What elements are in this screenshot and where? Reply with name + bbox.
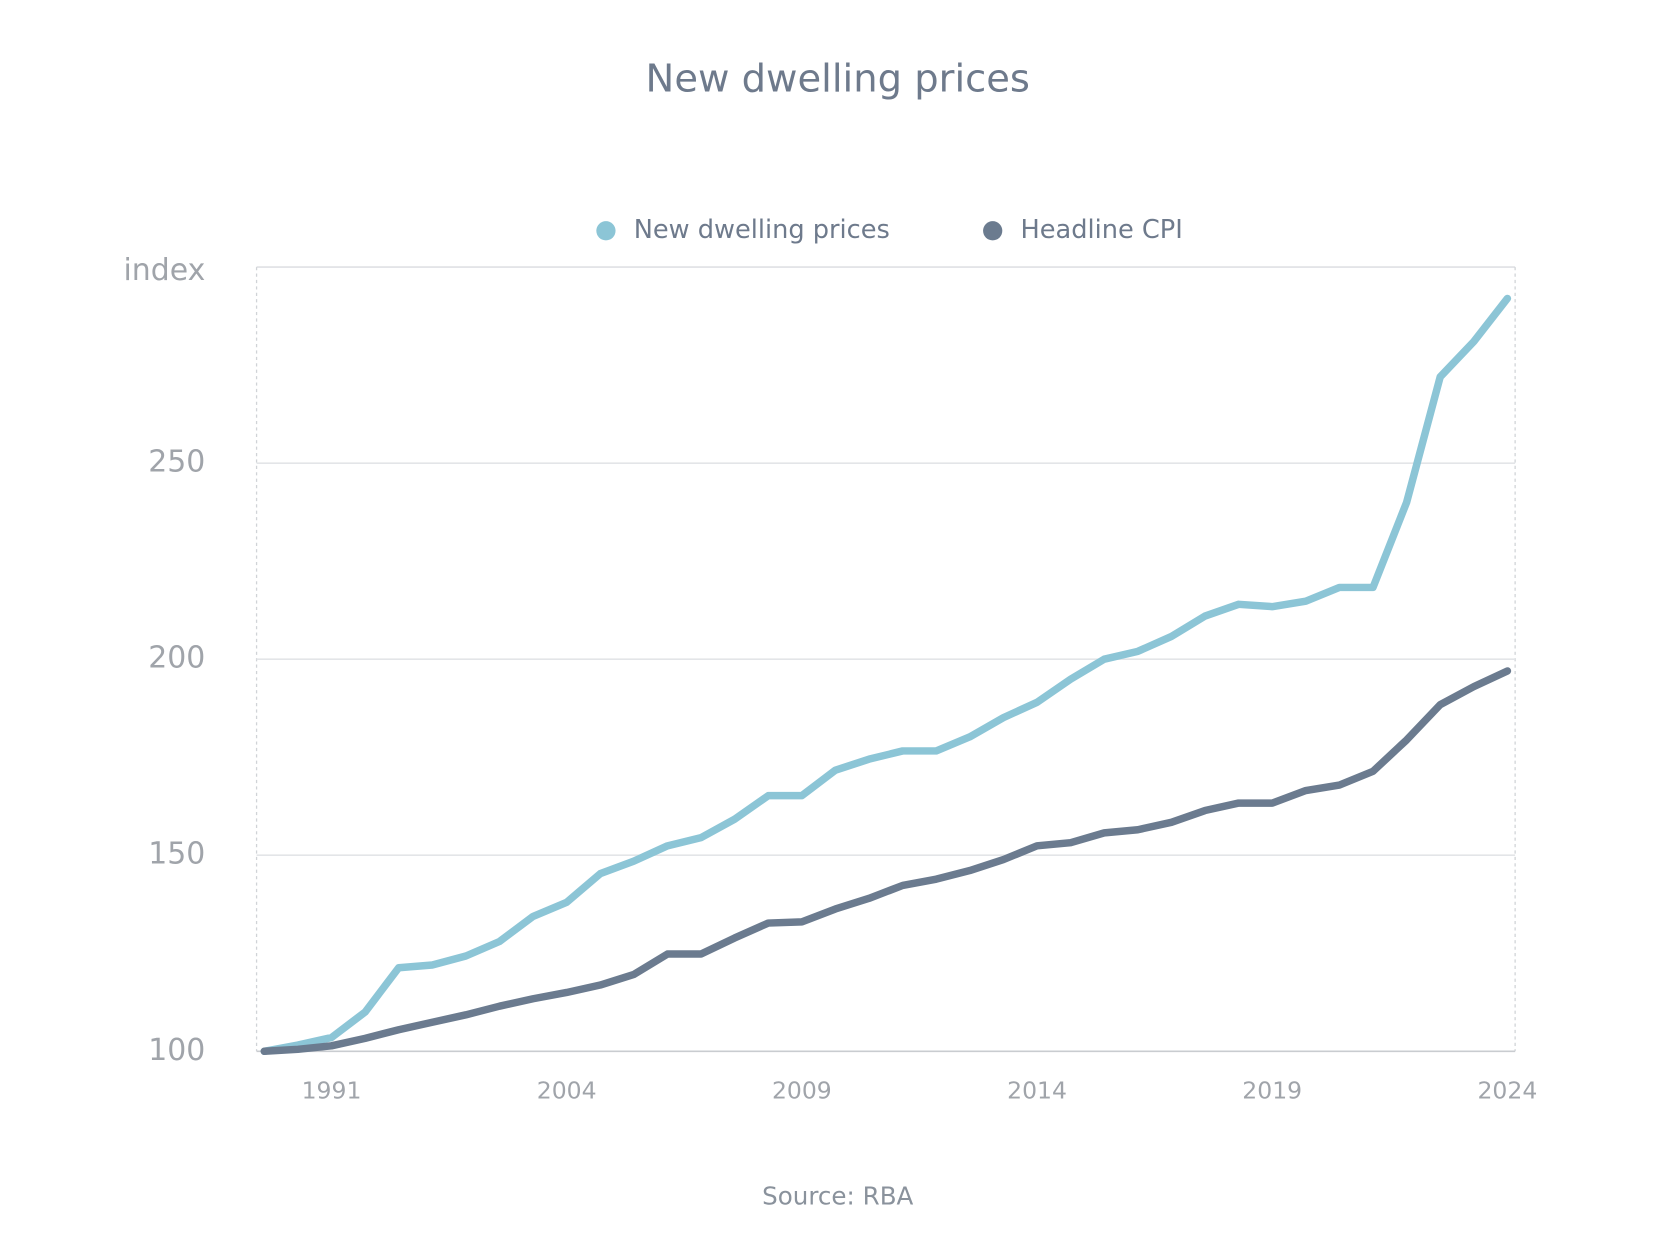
x-tick-label: 2009 (772, 1076, 832, 1104)
x-tick-label: 2024 (1477, 1076, 1537, 1104)
series-line (260, 294, 1512, 1056)
x-tick-label: 2019 (1242, 1076, 1302, 1104)
chart-title: New dwelling prices (646, 57, 1030, 102)
series-line (260, 667, 1512, 1056)
legend-marker (983, 221, 1003, 241)
x-tick-label: 2004 (537, 1076, 597, 1104)
y-tick-label: 150 (148, 837, 205, 872)
y-tick-label: 200 (148, 641, 205, 676)
y-tick-label: 100 (148, 1033, 205, 1068)
y-axis-label: index (123, 253, 205, 288)
legend-marker (596, 221, 616, 241)
source: Source: RBA (762, 1182, 913, 1211)
x-tick-label: 2014 (1007, 1076, 1067, 1104)
y-tick-label: 250 (148, 445, 205, 480)
x-tick-label: 1991 (302, 1076, 362, 1104)
legend-label: Headline CPI (1020, 215, 1182, 245)
legend-label: New dwelling prices (634, 215, 890, 245)
